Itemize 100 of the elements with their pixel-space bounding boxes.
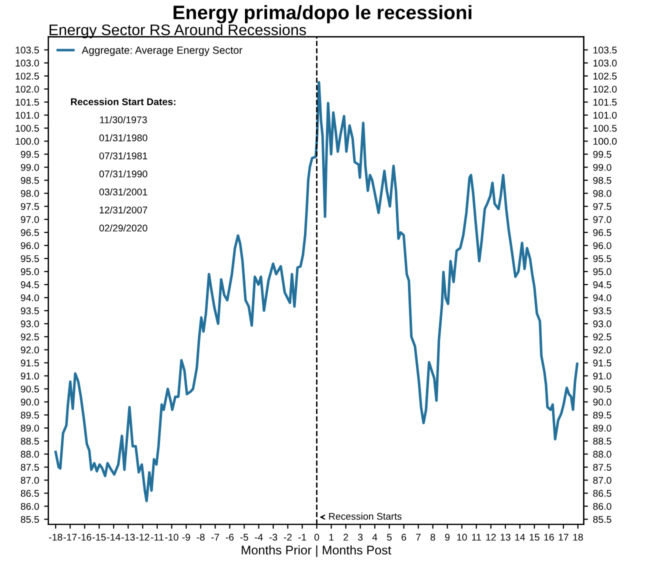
- x-tick-label: -13: [122, 534, 135, 541]
- y-tick-label: 94.5: [20, 281, 39, 288]
- y-tick-label: 91.0: [20, 372, 39, 380]
- y-tick-label: 86.0: [20, 502, 39, 510]
- y2-tick-label: 98.0: [593, 190, 612, 197]
- y-tick-label: 100.5: [16, 124, 39, 132]
- y-tick-label: 94.0: [20, 294, 39, 302]
- x-tick-label: 5: [387, 534, 392, 541]
- y-tick-label: 101.0: [16, 112, 39, 119]
- y2-tick-label: 96.0: [593, 242, 612, 250]
- y2-tick-label: 86.0: [593, 502, 612, 510]
- y-tick-label: 92.5: [20, 333, 39, 340]
- y-tick-label: 97.0: [20, 216, 39, 224]
- x-tick-label: 4: [372, 534, 378, 541]
- y-tick-label: 89.0: [20, 424, 39, 432]
- x-axis-title: Months Prior | Months Post: [242, 545, 392, 558]
- y-tick-label: 96.0: [20, 242, 39, 250]
- x-tick-label: -6: [226, 534, 234, 541]
- line-series: [54, 80, 578, 502]
- x-tick-label: 14: [515, 534, 526, 541]
- annotation: Recession Start Dates:: [71, 98, 176, 106]
- y2-tick-label: 103.0: [593, 60, 617, 67]
- x-tick-label: 12: [486, 534, 496, 541]
- annotation: 07/31/1990: [99, 170, 148, 178]
- annotation: 02/29/2020: [99, 224, 148, 232]
- x-tick-label: 8: [430, 534, 436, 541]
- y2-tick-label: 92.0: [593, 346, 612, 354]
- y2-tick-label: 100.5: [593, 124, 617, 132]
- y-tick-label: 102.0: [16, 86, 39, 93]
- ref-line-label: Recession Starts: [329, 512, 402, 520]
- y2-tick-label: 88.0: [593, 450, 612, 458]
- x-tick-label: -17: [64, 534, 77, 541]
- y2-tick-label: 90.5: [593, 386, 612, 392]
- annotation: 07/31/1981: [99, 152, 148, 160]
- y-tick-label: 99.5: [20, 150, 39, 158]
- x-tick-label: -8: [196, 534, 205, 541]
- x-tick-label: -10: [165, 534, 178, 541]
- annotation: 12/31/2007: [100, 206, 148, 214]
- annotation: 11/30/1973: [100, 116, 147, 124]
- y2-tick-label: 90.0: [593, 398, 612, 406]
- y-tick-label: 93.0: [20, 320, 39, 328]
- y2-tick-label: 100.0: [593, 138, 617, 145]
- y-tick-label: 100.0: [16, 138, 39, 145]
- y-tick-label: 90.0: [20, 398, 39, 406]
- y-tick-label: 103.0: [16, 60, 39, 67]
- x-tick-label: -2: [284, 534, 292, 541]
- y-tick-label: 90.5: [20, 386, 39, 392]
- x-tick-label: 11: [472, 534, 481, 541]
- y-tick-label: 93.5: [20, 307, 39, 314]
- y-tick-label: 87.5: [20, 464, 39, 471]
- x-tick-label: 0: [314, 534, 320, 541]
- y2-tick-label: 94.5: [593, 281, 612, 288]
- y2-tick-label: 94.0: [593, 294, 612, 302]
- y2-tick-label: 89.0: [593, 424, 612, 432]
- y-tick-label: 89.5: [20, 412, 39, 419]
- y2-tick-label: 97.5: [593, 203, 612, 210]
- y2-tick-label: 99.5: [593, 150, 612, 158]
- y2-tick-label: 101.5: [593, 98, 617, 106]
- y2-tick-label: 102.0: [593, 86, 617, 93]
- y2-tick-label: 102.5: [593, 72, 617, 80]
- y2-tick-label: 86.5: [593, 490, 612, 497]
- x-tick-label: 16: [544, 534, 554, 541]
- x-tick-label: 7: [416, 534, 421, 541]
- annotation: 01/31/1980: [99, 134, 148, 142]
- x-tick-label: -11: [150, 534, 164, 541]
- y2-tick-label: 96.5: [593, 229, 612, 236]
- y2-tick-label: 87.0: [593, 476, 612, 484]
- y2-tick-label: 91.0: [593, 372, 612, 380]
- chart-subtitle: Energy Sector RS Around Recessions: [50, 24, 306, 38]
- y-tick-label: 99.0: [20, 164, 39, 171]
- y2-tick-label: 95.0: [593, 268, 612, 276]
- x-tick-label: 3: [358, 534, 363, 541]
- annotation: 03/31/2001: [99, 188, 148, 196]
- x-tick-label: 17: [558, 534, 568, 541]
- y-tick-label: 88.0: [20, 450, 39, 458]
- y2-tick-label: 103.5: [593, 46, 617, 54]
- chart-title: Energy prima/dopo le recessioni: [174, 5, 472, 24]
- y-tick-label: 92.0: [20, 346, 39, 354]
- x-tick-label: 1: [329, 534, 334, 541]
- x-tick-label: -15: [92, 534, 106, 541]
- y-tick-label: 103.5: [16, 46, 39, 54]
- y-tick-label: 95.5: [20, 255, 39, 262]
- y2-tick-label: 95.5: [593, 255, 612, 262]
- x-tick-label: -18: [49, 534, 62, 541]
- y2-tick-label: 101.0: [593, 112, 617, 119]
- x-tick-label: -7: [211, 534, 220, 541]
- y2-tick-label: 85.5: [593, 516, 612, 523]
- y-tick-label: 85.5: [20, 516, 39, 523]
- x-tick-label: -3: [269, 534, 278, 541]
- x-tick-label: -4: [254, 534, 263, 541]
- y-tick-label: 96.5: [20, 229, 39, 236]
- y-tick-label: 102.5: [16, 72, 39, 80]
- x-tick-label: -16: [78, 534, 92, 541]
- y-tick-label: 86.5: [20, 490, 39, 497]
- y-tick-label: 98.5: [20, 177, 39, 184]
- x-tick-label: -9: [182, 534, 190, 541]
- legend-label: Aggregate: Average Energy Sector: [82, 46, 242, 56]
- y2-tick-label: 88.5: [593, 438, 612, 445]
- y2-tick-label: 98.5: [593, 177, 612, 184]
- x-tick-label: 18: [573, 534, 583, 541]
